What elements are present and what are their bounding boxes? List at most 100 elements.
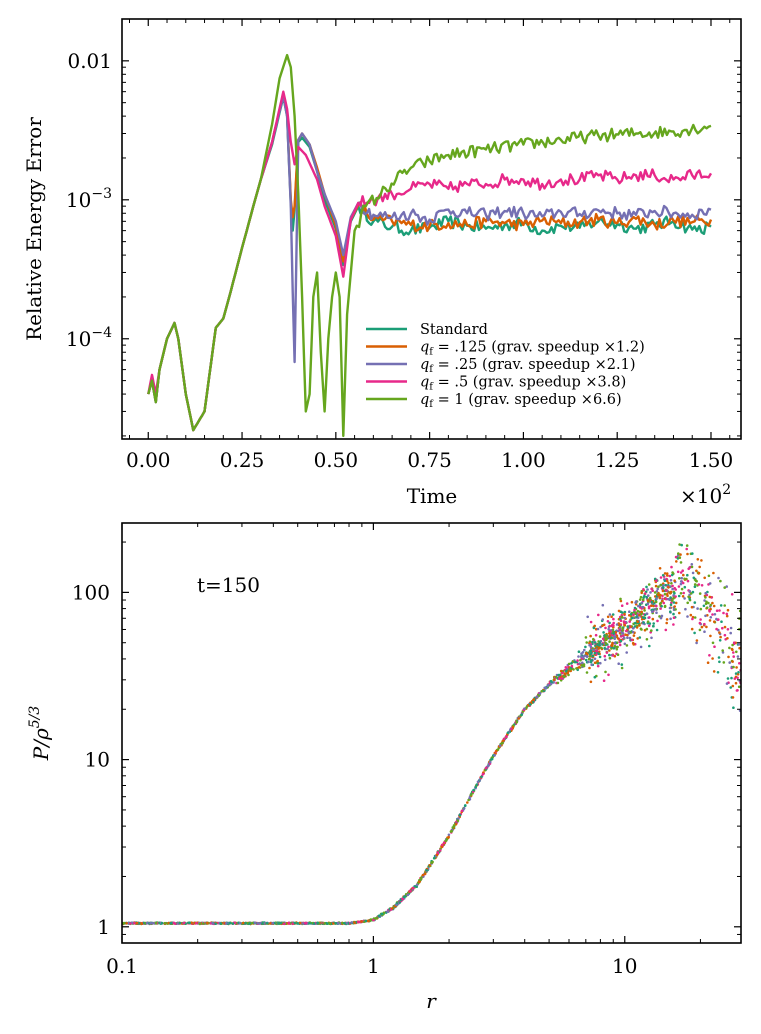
data-point [456,819,460,822]
data-point [734,681,738,685]
data-point [611,642,614,646]
data-point [669,592,672,595]
data-point [472,788,475,792]
data-point [687,567,690,571]
data-point [678,577,681,580]
data-point [554,675,558,679]
data-point [679,561,683,564]
data-point [538,692,542,695]
data-point [705,625,708,629]
data-point [588,666,591,670]
data-point [608,649,611,652]
data-point [691,571,695,575]
data-point [531,700,535,704]
data-point [716,671,720,674]
data-point [726,637,729,640]
data-point [593,641,597,644]
data-point [611,654,615,657]
data-point [669,596,672,599]
data-point [612,617,615,621]
data-point [628,620,631,623]
data-point [730,676,733,680]
data-point [380,912,384,916]
data-point [603,634,606,637]
data-point [703,622,706,626]
data-point [466,801,469,804]
data-point [729,631,732,635]
data-point [731,648,734,652]
data-point [228,921,232,925]
data-point [612,632,616,635]
data-point [584,645,587,649]
data-point [597,647,600,650]
data-point [598,655,602,659]
data-point [523,707,526,710]
data-point [686,579,690,583]
data-point [391,907,394,910]
data-point [673,591,676,595]
legend-label: Standard [420,322,488,338]
data-point [731,660,734,663]
data-point [696,607,699,610]
data-point [593,661,597,665]
data-point [639,595,643,599]
data-point [133,921,136,925]
data-point [612,621,615,625]
data-point [647,594,650,597]
data-point [682,573,685,577]
data-point [695,579,698,583]
data-point [707,601,710,605]
data-point [576,659,579,662]
data-point [660,614,664,618]
data-point [623,616,627,620]
data-point [464,804,467,807]
legend-label: qf = .25 (grav. speedup ×2.1) [420,357,636,375]
data-point [233,921,237,925]
data-point [582,664,586,668]
data-point [671,587,674,591]
data-point [590,663,593,667]
data-point [577,650,581,653]
data-point [615,623,619,626]
data-point [690,605,694,609]
data-point [364,919,368,923]
data-point [593,624,596,628]
data-point [452,824,456,827]
data-point [700,559,703,562]
data-point [540,690,543,693]
data-point [353,921,356,924]
data-point [663,579,667,582]
data-point [495,749,498,753]
data-point [713,620,716,623]
data-point [709,634,712,638]
data-point [718,609,721,612]
data-point [731,696,735,699]
data-point [651,610,654,613]
data-point [592,648,596,652]
data-point [669,617,672,621]
data-point [625,602,629,605]
data-point [738,662,741,665]
data-point [621,632,625,635]
data-point [640,610,643,614]
data-point [671,599,674,602]
data-point [625,651,628,654]
legend-label: qf = .125 (grav. speedup ×1.2) [420,340,645,358]
series-line-2 [147,94,712,432]
data-point [659,583,663,587]
data-point [721,626,724,630]
data-point [719,604,723,607]
data-point [678,611,681,615]
data-point [730,593,734,596]
data-point [145,921,149,925]
y-label-main: P/ρ [29,728,53,761]
data-point [703,576,706,580]
data-point [732,655,735,658]
data-point [700,625,704,629]
data-point [713,645,716,648]
data-point [591,640,594,644]
data-point [559,669,563,673]
data-point [728,661,731,664]
data-point [709,603,712,607]
data-point [604,670,607,674]
